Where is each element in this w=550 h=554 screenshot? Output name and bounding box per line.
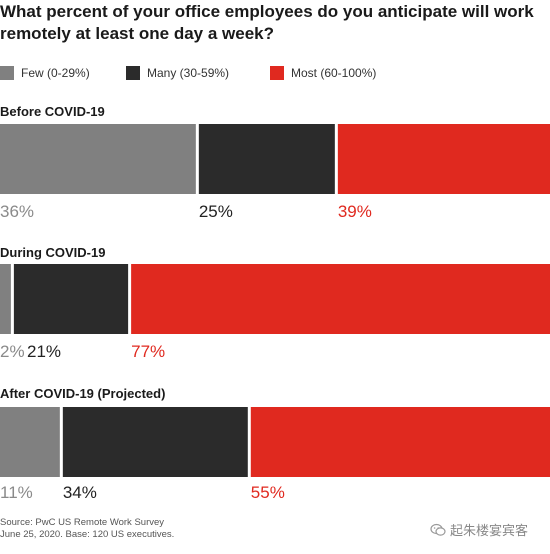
legend: Few (0-29%) Many (30-59%) Most (60-100%) bbox=[0, 64, 550, 82]
wechat-icon bbox=[430, 523, 446, 536]
bar-segment bbox=[0, 407, 60, 477]
legend-label: Many (30-59%) bbox=[147, 66, 230, 80]
value-label: 55% bbox=[251, 483, 285, 502]
bar-segment bbox=[337, 124, 550, 194]
value-label: 11% bbox=[0, 483, 33, 502]
source-line-2: June 25, 2020. Base: 120 US executives. bbox=[0, 529, 175, 540]
bar-segment bbox=[198, 124, 335, 194]
source-line-1: Source: PwC US Remote Work Survey bbox=[0, 517, 165, 528]
value-label: 77% bbox=[131, 342, 165, 361]
bar-segment bbox=[13, 264, 129, 334]
value-label: 39% bbox=[338, 202, 372, 221]
legend-label: Most (60-100%) bbox=[291, 66, 377, 80]
source-note: Source: PwC US Remote Work Survey June 2… bbox=[0, 517, 174, 541]
legend-item: Many (30-59%) bbox=[126, 64, 229, 82]
category-label: After COVID-19 (Projected) bbox=[0, 386, 166, 401]
value-label: 25% bbox=[199, 202, 233, 221]
bar-segment bbox=[131, 264, 550, 334]
value-label: 36% bbox=[0, 202, 34, 221]
bar-segment bbox=[62, 407, 248, 477]
value-label: 2% bbox=[0, 342, 25, 361]
legend-swatch bbox=[0, 66, 14, 80]
value-label: 21% bbox=[27, 342, 61, 361]
watermark-text: 起朱楼宴宾客 bbox=[450, 523, 529, 538]
bar-segment bbox=[250, 407, 550, 477]
legend-swatch bbox=[126, 66, 140, 80]
legend-swatch bbox=[270, 66, 284, 80]
legend-item: Few (0-29%) bbox=[0, 64, 90, 82]
watermark: 起朱楼宴宾客 bbox=[430, 520, 528, 539]
legend-label: Few (0-29%) bbox=[21, 66, 90, 80]
category-label: During COVID-19 bbox=[0, 245, 106, 260]
bar-segment bbox=[0, 264, 11, 334]
bar-segment bbox=[0, 124, 196, 194]
value-label: 34% bbox=[63, 483, 97, 502]
chart-title: What percent of your office employees do… bbox=[0, 2, 534, 43]
category-label: Before COVID-19 bbox=[0, 104, 105, 119]
legend-item: Most (60-100%) bbox=[270, 64, 376, 82]
